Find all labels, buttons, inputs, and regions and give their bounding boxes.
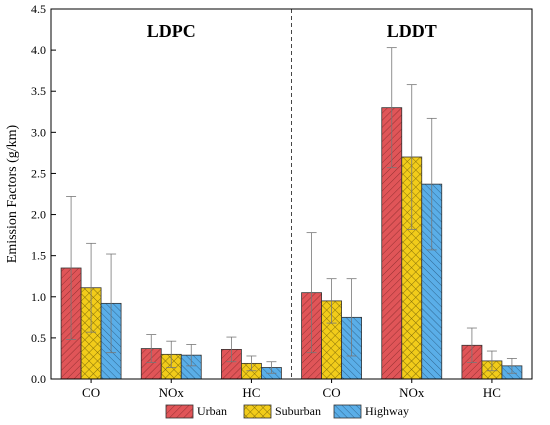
legend-swatch-urban [165, 404, 194, 419]
y-tick-label: 0.0 [31, 372, 46, 386]
x-tick-label-co: CO [323, 385, 341, 400]
plot-frame [50, 8, 533, 380]
legend-label-suburban: Suburban [275, 404, 321, 418]
y-tick-label: 4.5 [31, 2, 46, 16]
y-tick-label: 4.0 [31, 43, 46, 57]
x-tick-label-nox: NOx [399, 385, 425, 400]
legend-label-urban: Urban [197, 404, 227, 418]
group-label-lddt: LDDT [387, 21, 437, 41]
y-tick-label: 1.5 [31, 249, 46, 263]
group-label-ldpc: LDPC [147, 21, 196, 41]
legend-swatch-highway [333, 404, 362, 419]
y-tick-label: 2.0 [31, 208, 46, 222]
x-tick-label-hc: HC [242, 385, 260, 400]
y-tick-label: 3.5 [31, 84, 46, 98]
y-tick-label: 3.0 [31, 125, 46, 139]
x-tick-label-hc: HC [483, 385, 501, 400]
x-tick-label-nox: NOx [159, 385, 185, 400]
y-tick-label: 1.0 [31, 290, 46, 304]
legend-swatch-suburban [243, 404, 272, 419]
y-axis-title: Emission Factors (g/km) [5, 124, 20, 263]
x-tick-label-co: CO [82, 385, 100, 400]
y-tick-label: 2.5 [31, 166, 46, 180]
y-tick-label: 0.5 [31, 331, 46, 345]
legend-label-highway: Highway [365, 404, 409, 418]
